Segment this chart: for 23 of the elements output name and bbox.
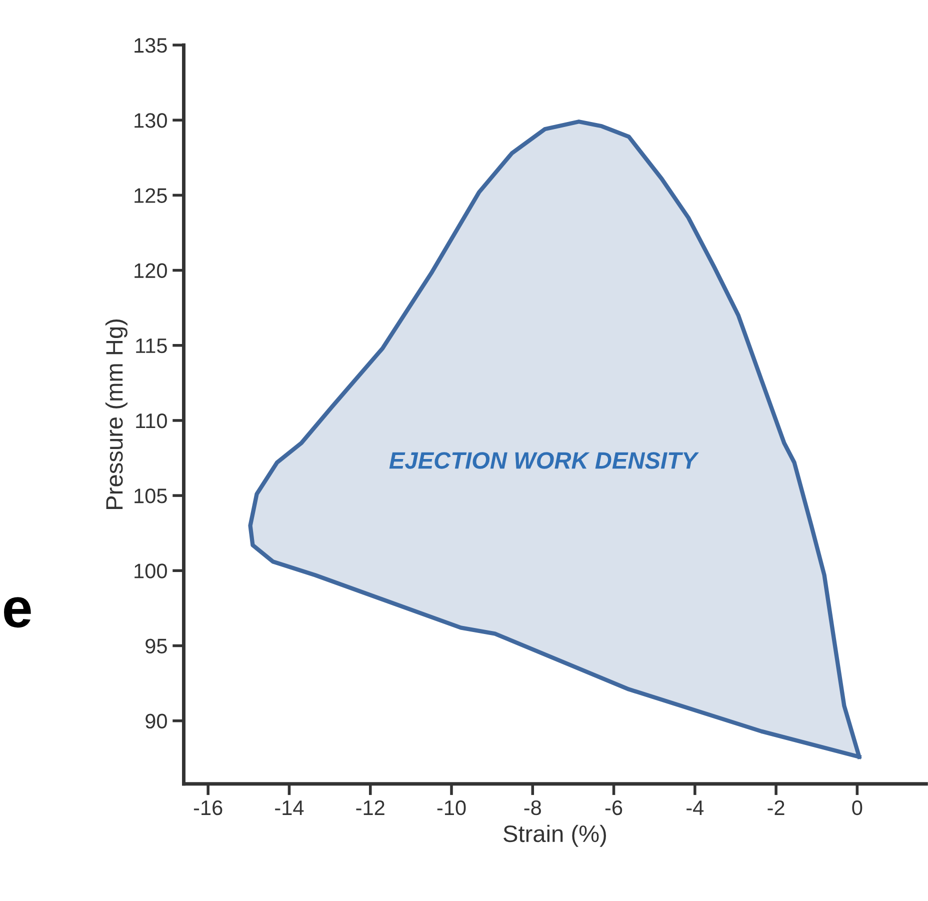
annotation: EJECTION WORK DENSITY: [389, 452, 699, 469]
y-tick-label: 110: [136, 413, 167, 428]
y-tick-label: 95: [146, 638, 167, 654]
y-tick-label: 100: [134, 564, 167, 578]
y-tick-label: 90: [146, 714, 167, 729]
x-tick-label: -16: [194, 800, 222, 816]
x-tick-label: -6: [605, 800, 622, 816]
x-tick-label: -4: [686, 800, 704, 815]
x-tick-label: 0: [852, 800, 862, 816]
x-axis-title: Strain (%): [504, 824, 606, 847]
y-axis-title: Pressure (mm Hg): [105, 320, 128, 509]
text: e: [4, 597, 31, 628]
x-tick-label: -2: [768, 800, 784, 815]
y-tick-label: 105: [134, 488, 167, 504]
y-tick-label: 135: [134, 38, 167, 53]
y-tick-label: 115: [136, 338, 167, 354]
x-tick-label: -12: [356, 800, 384, 815]
y-tick-label: 130: [134, 113, 167, 128]
x-tick-label: -8: [524, 800, 541, 816]
x-tick-label: -10: [437, 800, 466, 816]
y-tick-label: 125: [134, 188, 167, 203]
x-tick-label: -14: [275, 800, 304, 815]
y-tick-label: 120: [134, 263, 167, 278]
